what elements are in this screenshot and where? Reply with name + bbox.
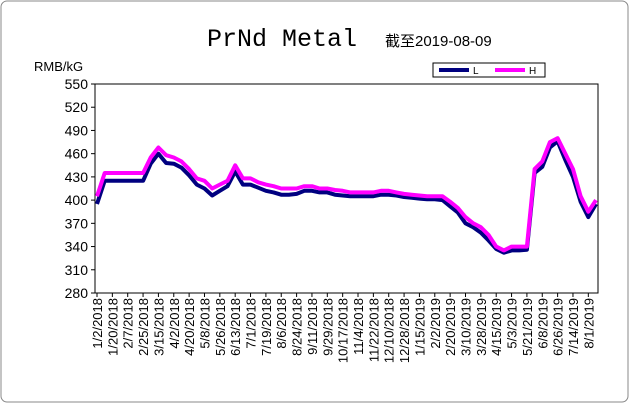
x-tick-label: 6/26/2019 xyxy=(551,298,566,356)
x-tick-label: 10/17/2018 xyxy=(336,298,351,363)
x-tick-label: 5/3/2019 xyxy=(505,298,520,349)
x-tick-label: 1/20/2018 xyxy=(105,298,120,356)
x-tick-label: 9/11/2018 xyxy=(305,298,320,355)
x-tick-label: 4/20/2018 xyxy=(182,298,197,356)
y-axis-label: RMB/kG xyxy=(34,59,83,74)
x-tick-label: 7/14/2019 xyxy=(566,298,581,356)
x-tick-label: 3/28/2019 xyxy=(474,298,489,356)
legend-label: L xyxy=(473,66,479,77)
x-tick-label: 1/2/2018 xyxy=(90,298,105,349)
x-tick-label: 8/6/2018 xyxy=(274,298,289,349)
series-line xyxy=(95,139,598,255)
x-tick-label: 2/2/2019 xyxy=(428,298,443,349)
x-tick-label: 5/8/2018 xyxy=(197,298,212,349)
x-tick-label: 2/7/2018 xyxy=(121,298,136,349)
x-tick-label: 3/15/2018 xyxy=(151,298,166,356)
y-tick-label: 400 xyxy=(65,192,89,208)
x-tick-label: 11/4/2018 xyxy=(351,298,366,355)
y-tick-label: 280 xyxy=(65,285,89,301)
x-tick-label: 2/20/2019 xyxy=(443,298,458,356)
y-tick-label: 370 xyxy=(65,215,89,231)
y-tick-label: 460 xyxy=(65,146,89,162)
x-tick-label: 2/25/2018 xyxy=(136,298,151,356)
x-tick-label: 12/10/2018 xyxy=(382,298,397,363)
y-tick-label: 340 xyxy=(65,239,89,255)
x-tick-label: 4/2/2018 xyxy=(167,298,182,349)
x-tick-label: 12/28/2018 xyxy=(397,298,412,363)
x-tick-label: 5/21/2019 xyxy=(520,298,535,356)
x-tick-label: 8/24/2018 xyxy=(290,298,305,356)
x-tick-label: 7/1/2018 xyxy=(244,298,259,349)
x-tick-label: 7/19/2018 xyxy=(259,298,274,356)
y-tick-label: 520 xyxy=(65,99,89,115)
x-tick-label: 1/15/2019 xyxy=(412,298,427,356)
chart-subtitle: 截至2019-08-09 xyxy=(385,33,492,50)
legend-label: H xyxy=(529,66,536,77)
x-tick-label: 5/26/2018 xyxy=(213,298,228,356)
x-tick-label: 6/8/2019 xyxy=(535,298,550,349)
plot-area xyxy=(94,83,599,294)
x-tick-label: 8/1/2019 xyxy=(581,298,596,349)
x-tick-label: 4/15/2019 xyxy=(489,298,504,356)
chart-title: PrNd Metal xyxy=(207,25,357,54)
y-tick-label: 490 xyxy=(65,122,89,138)
x-tick-label: 6/13/2018 xyxy=(228,298,243,356)
x-tick-label: 3/10/2019 xyxy=(458,298,473,356)
x-tick-label: 11/22/2018 xyxy=(366,298,381,362)
series-line xyxy=(95,136,598,253)
y-tick-label: 430 xyxy=(65,169,89,185)
y-tick-label: 550 xyxy=(65,76,89,92)
x-tick-label: 9/29/2018 xyxy=(320,298,335,356)
y-tick-label: 310 xyxy=(65,262,89,278)
legend-box xyxy=(432,62,546,78)
